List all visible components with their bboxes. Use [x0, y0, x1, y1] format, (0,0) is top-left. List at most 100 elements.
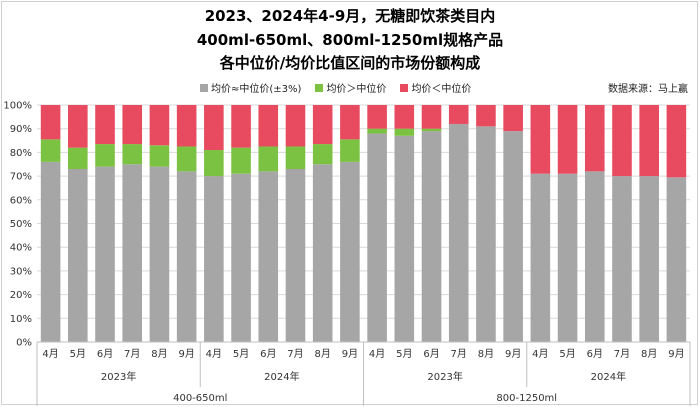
bar-segment-below [503, 105, 523, 132]
legend-swatch-above [315, 83, 324, 92]
bar-segment-below [584, 105, 605, 172]
bar-segment-below [176, 105, 197, 147]
chart-title-line-3: 各中位价/均价比值区间的市场份额构成 [219, 54, 481, 72]
x-tick-label: 8月 [151, 348, 167, 360]
bar-segment-median [68, 168, 88, 342]
x-tick-label: 7月 [614, 348, 630, 360]
bar-segment-above [367, 128, 387, 134]
bar-segment-median [122, 164, 143, 342]
legend-label-below: 均价＜中位价 [411, 84, 472, 95]
legend-label-above: 均价＞中位价 [326, 84, 387, 95]
legend-item-median: 均价≈中位价(±3%) [200, 80, 301, 95]
y-tick-label: 40% [10, 243, 32, 254]
bar-segment-median [231, 173, 251, 342]
bar-segment-median [95, 166, 115, 342]
bar-segment-median [421, 131, 442, 342]
bar-segment-above [95, 144, 115, 167]
chart-title-line-2: 400ml-650ml、800ml-1250ml规格产品 [196, 31, 504, 49]
bar-segment-below [40, 105, 61, 140]
bar-segment-median [149, 166, 170, 342]
x-tick-label: 9月 [668, 348, 684, 360]
bar-segment-below [258, 105, 279, 147]
x-tick-label: 6月 [423, 348, 439, 360]
x-tick-label: 7月 [451, 348, 467, 360]
y-tick-label: 100% [3, 101, 32, 112]
y-tick-label: 60% [10, 195, 32, 206]
size-group-label: 800-1250ml [496, 393, 557, 404]
bar-segment-median [639, 176, 659, 342]
bar-segment-below [340, 105, 360, 140]
bar-segment-median [367, 133, 387, 342]
y-tick-label: 90% [10, 124, 32, 135]
bar-segment-below [394, 105, 415, 129]
year-group-label: 2024年 [264, 370, 299, 383]
y-tick-label: 30% [10, 266, 32, 277]
bar-segment-below [448, 105, 469, 124]
bar-segment-below [122, 105, 143, 145]
bar-segment-above [258, 146, 279, 172]
y-tick-label: 50% [10, 219, 32, 230]
y-axis: 0% 10% 20% 30% 40% 50% 60% 70% 80% 90% 100% [3, 101, 32, 349]
bars [40, 105, 687, 343]
bar-segment-below [231, 105, 251, 148]
x-tick-label: 5月 [233, 348, 249, 360]
bar-segment-median [476, 126, 496, 342]
legend-swatch-median [200, 83, 208, 92]
bar-segment-below [530, 105, 551, 174]
bar-segment-above [340, 139, 360, 162]
x-tick-label: 8月 [478, 348, 494, 360]
x-tick-label: 7月 [124, 348, 140, 360]
legend-swatch-below [400, 83, 409, 92]
bar-segment-median [394, 135, 415, 342]
bar-segment-above [149, 145, 170, 167]
bar-segment-above [421, 128, 442, 132]
year-group-label: 2024年 [591, 370, 626, 383]
y-tick-label: 0% [16, 338, 32, 349]
bar-segment-below [68, 105, 88, 148]
chart-title-line-1: 2023、2024年4-9月，无糖即饮茶类目内 [204, 7, 496, 25]
bar-segment-below [612, 105, 632, 177]
x-tick-label: 8月 [315, 348, 331, 360]
x-axis: 4月 5月 6月 7月 8月 9月 4月 5月 6月 7月 8月 9月 4月 5月 6月 7月 8月 9月 4月 5月… [36, 341, 691, 406]
bar-segment-above [68, 147, 88, 169]
bar-segment-median [503, 131, 523, 342]
bar-segment-below [95, 105, 115, 145]
x-tick-label: 9月 [342, 348, 358, 360]
bar-segment-below [204, 105, 224, 151]
x-tick-label: 9月 [178, 348, 194, 360]
bar-segment-median [204, 176, 224, 342]
year-group-label: 2023年 [101, 370, 136, 383]
bar-segment-below [367, 105, 387, 129]
x-tick-label: 5月 [559, 348, 575, 360]
y-tick-label: 10% [10, 314, 32, 325]
bar-segment-median [312, 164, 333, 342]
x-tick-label: 4月 [532, 348, 548, 360]
bar-segment-median [40, 161, 61, 342]
x-tick-label: 9月 [505, 348, 521, 360]
bar-segment-median [258, 171, 279, 342]
x-tick-label: 5月 [70, 348, 86, 360]
x-tick-label: 4月 [42, 348, 58, 360]
y-tick-label: 20% [10, 290, 32, 301]
x-tick-label: 4月 [369, 348, 385, 360]
legend-item-above: 均价＞中位价 [315, 80, 386, 95]
bar-segment-above [176, 146, 197, 172]
bar-segment-above [312, 144, 333, 165]
bar-segment-median [340, 161, 360, 342]
bar-segment-median [612, 176, 632, 342]
x-tick-label: 6月 [260, 348, 276, 360]
bar-segment-below [666, 105, 687, 178]
bar-segment-above [40, 139, 61, 162]
bar-segment-median [557, 173, 578, 342]
bar-segment-below [285, 105, 306, 147]
bar-segment-below [557, 105, 578, 174]
x-tick-label: 7月 [287, 348, 303, 360]
legend-label-median: 均价≈中位价(±3%) [211, 84, 302, 95]
bar-segment-above [204, 150, 224, 177]
bar-segment-below [476, 105, 496, 127]
y-tick-label: 80% [10, 148, 32, 159]
bar-segment-below [149, 105, 170, 146]
legend-item-below: 均价＜中位价 [400, 80, 471, 95]
bar-segment-median [666, 177, 687, 342]
